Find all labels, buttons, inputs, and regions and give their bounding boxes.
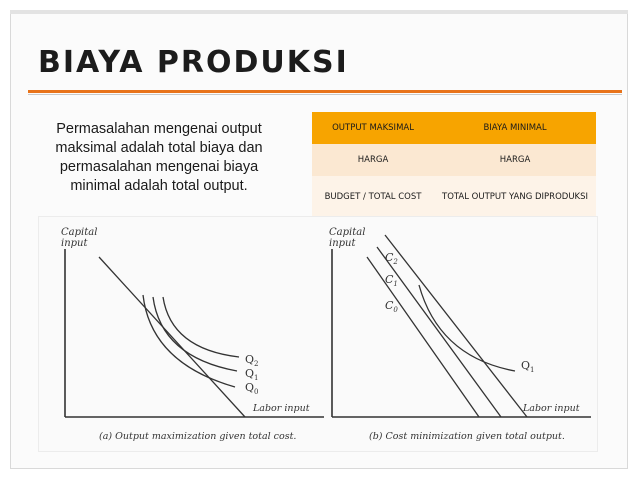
right-caption: (b) Cost minimization given total output… <box>369 431 565 442</box>
left-y-axis-label-line1: Capital <box>61 227 97 238</box>
table-row: BUDGET / TOTAL COST TOTAL OUTPUT YANG DI… <box>312 176 596 218</box>
right-label-q1: Q1 <box>521 359 535 374</box>
table-cell: HARGA <box>499 155 531 165</box>
slide-title: BIAYA PRODUKSI <box>38 45 349 80</box>
title-underline-shadow <box>28 94 622 95</box>
table-cell: TOTAL OUTPUT YANG DIPRODUKSI <box>442 192 589 202</box>
left-label-q1: Q1 <box>245 367 259 382</box>
left-isoquant-q2 <box>162 296 240 358</box>
table-header-row: OUTPUT MAKSIMAL BIAYA MINIMAL <box>312 112 596 144</box>
panel-cost-minimization: Capital input C2 C1 C0 Q1 Labor input (b… <box>329 227 591 442</box>
table-header-output-maksimal: OUTPUT MAKSIMAL <box>332 123 414 133</box>
comparison-table: OUTPUT MAKSIMAL BIAYA MINIMAL HARGA HARG… <box>312 112 596 218</box>
right-isoquant-q1 <box>418 284 516 372</box>
right-y-axis-label-line2: input <box>329 238 356 249</box>
left-isoquant-q0 <box>142 294 236 388</box>
right-x-axis-label: Labor input <box>522 403 580 414</box>
table-row: HARGA HARGA <box>312 144 596 176</box>
left-y-axis-label-line2: input <box>61 238 88 249</box>
right-y-axis-label-line1: Capital <box>329 227 365 238</box>
body-text: Permasalahan mengenai output maksimal ad… <box>55 121 263 194</box>
left-budget-line <box>98 256 246 418</box>
right-label-c2: C2 <box>385 251 398 266</box>
left-x-axis-label: Labor input <box>252 403 310 414</box>
panel-output-maximization: Capital input Q2 Q1 Q0 Labor input (a) O… <box>61 227 324 442</box>
left-label-q0: Q0 <box>245 381 259 396</box>
left-label-q2: Q2 <box>245 353 259 368</box>
table-cell: BUDGET / TOTAL COST <box>324 192 422 202</box>
left-isoquant-q1 <box>152 296 238 372</box>
right-label-c1: C1 <box>385 273 398 288</box>
right-label-c0: C0 <box>385 299 398 314</box>
isoquant-figure: Capital input Q2 Q1 Q0 Labor input (a) O… <box>38 216 598 452</box>
right-isocost-c2 <box>384 234 528 418</box>
table-cell: HARGA <box>357 155 389 165</box>
isoquant-diagrams: Capital input Q2 Q1 Q0 Labor input (a) O… <box>61 227 591 442</box>
title-underline <box>28 90 622 93</box>
right-isocost-c0 <box>366 256 480 418</box>
right-isocost-c1 <box>376 246 502 418</box>
left-caption: (a) Output maximization given total cost… <box>99 431 296 442</box>
table-header-biaya-minimal: BIAYA MINIMAL <box>483 123 547 133</box>
slide-top-strip <box>10 10 628 14</box>
